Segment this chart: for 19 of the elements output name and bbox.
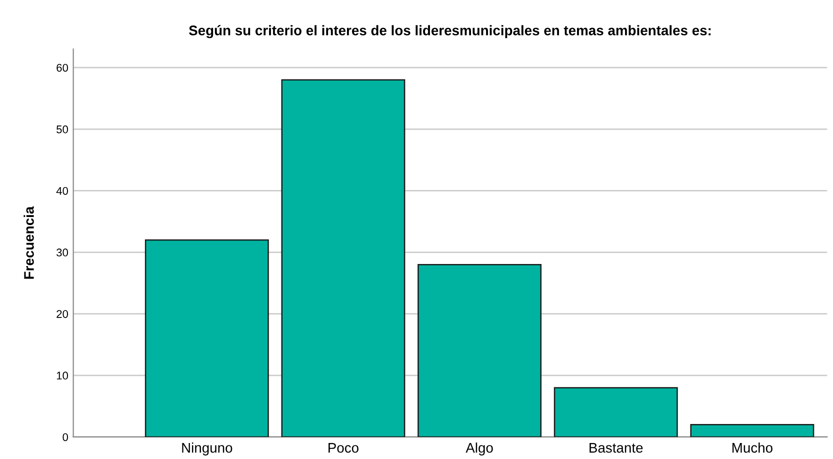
y-axis-title: Frecuencia <box>24 206 34 279</box>
bar <box>418 264 542 437</box>
x-tick-label: Mucho <box>732 442 772 453</box>
y-tick-label: 30 <box>56 248 68 256</box>
x-tick-label: Bastante <box>590 443 643 453</box>
y-tick-label: 60 <box>56 64 68 72</box>
bar <box>281 79 406 437</box>
x-tick-label: Algo <box>466 442 493 456</box>
x-tick-label: Poco <box>328 443 358 453</box>
chart-title: Según su criterio el interes de los lideresmunicipales en temas ambientales es: <box>188 25 711 38</box>
y-tick-label: 10 <box>56 372 68 380</box>
y-tick-label: 50 <box>56 125 68 134</box>
y-tick-label: 0 <box>62 433 68 442</box>
bar <box>690 424 814 437</box>
x-tick-label: Ninguno <box>182 442 232 456</box>
y-tick-label: 40 <box>56 186 68 195</box>
bar <box>554 387 678 437</box>
bar <box>144 239 269 437</box>
y-tick-label: 20 <box>56 310 68 318</box>
